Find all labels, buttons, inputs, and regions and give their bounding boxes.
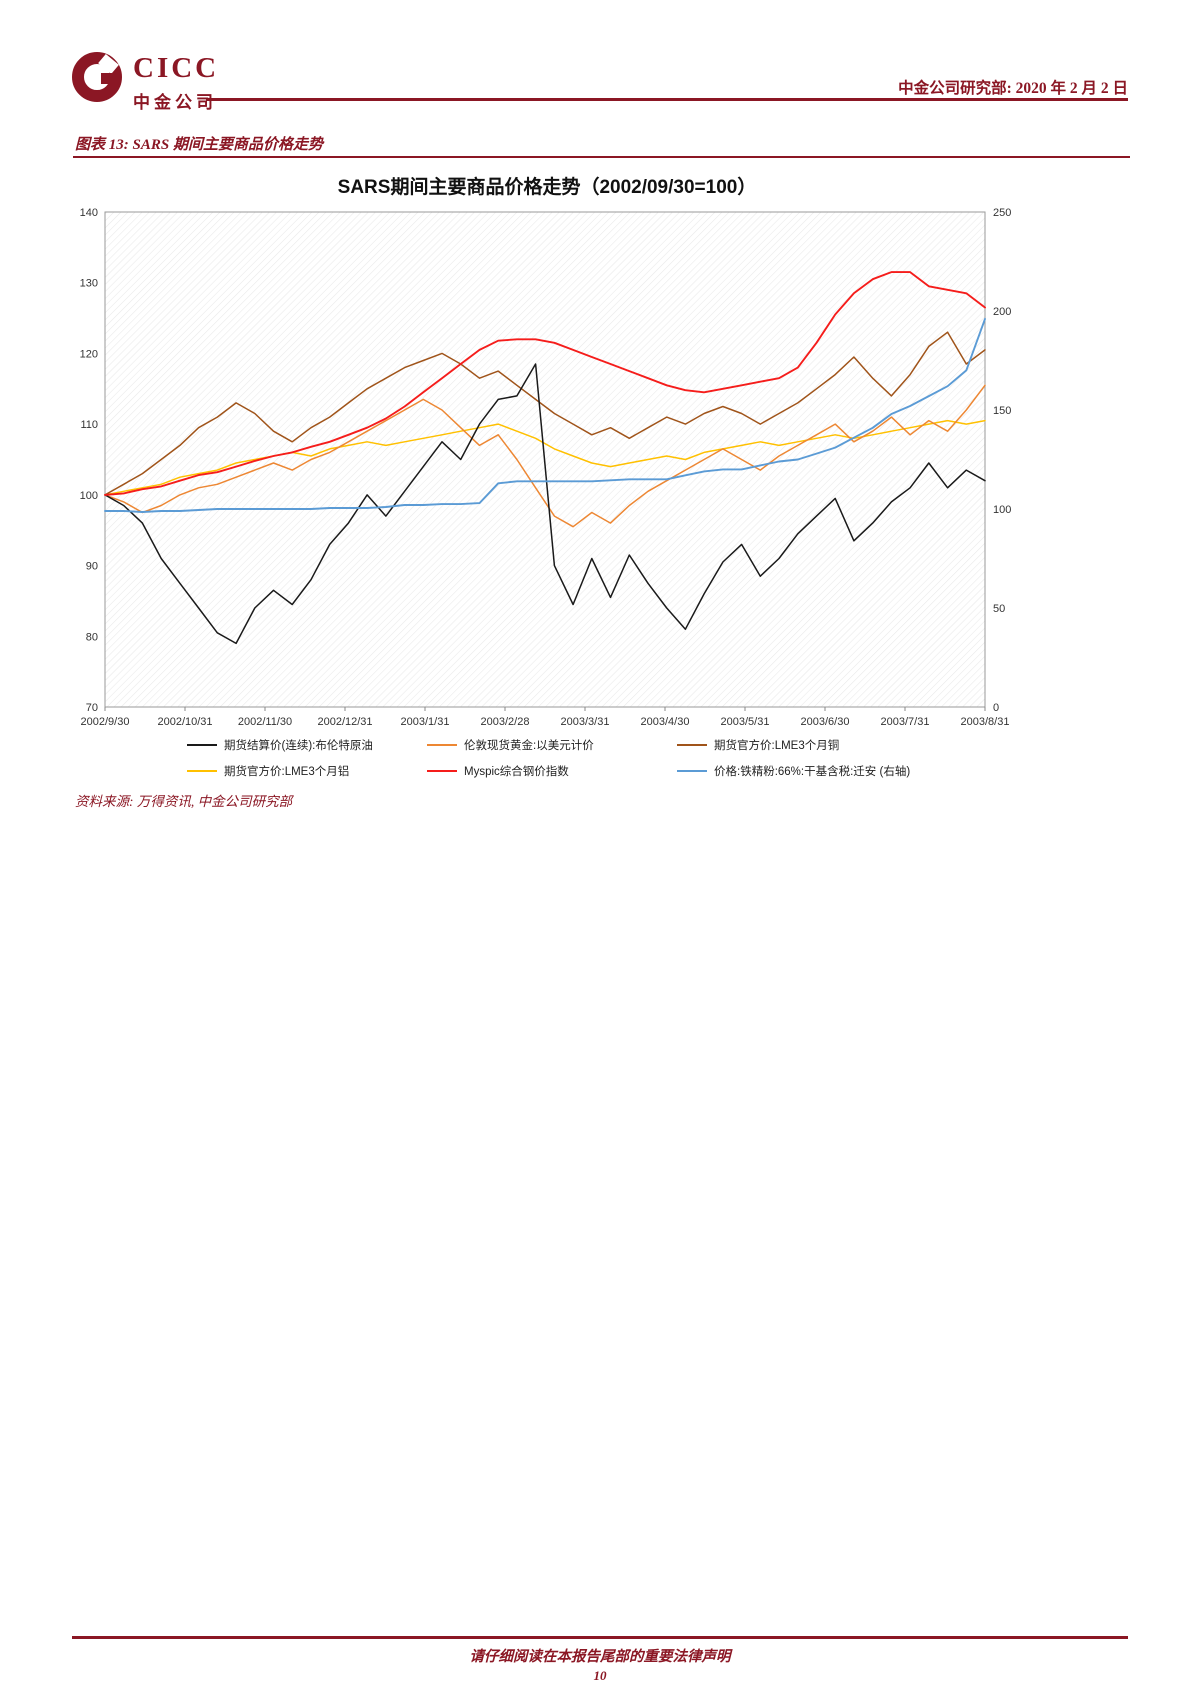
logo-chinese-text: 中金公司 [133, 93, 217, 112]
cicc-logo-icon [72, 52, 122, 102]
x-tick-label: 2003/8/31 [961, 716, 1010, 728]
x-tick-label: 2002/11/30 [238, 716, 292, 728]
legend-item: 期货官方价:LME3个月铝 [187, 763, 427, 779]
x-tick-label: 2003/6/30 [801, 716, 850, 728]
chart-container: 70 80 90 100 110 120 130 140 0 50 100 150 200 250 2002… [67, 202, 1027, 736]
legend-label: 期货结算价(连续):布伦特原油 [224, 740, 373, 752]
legend-label: 期货官方价:LME3个月铜 [714, 740, 840, 752]
price-line-chart: 70 80 90 100 110 120 130 140 0 50 100 150 200 250 2002… [80, 207, 1012, 728]
series-line-0 [104, 363, 986, 645]
y-left-tick-label: 130 [80, 278, 98, 290]
legend-line-swatch [427, 743, 457, 747]
legend-label: 价格:铁精粉:66%:干基含税:迁安 (右轴) [714, 766, 911, 778]
chart-legend: 期货结算价(连续):布伦特原油 伦敦现货黄金:以美元计价 期货官方价:LME3个月铜… [187, 737, 927, 779]
figure-caption: 图表 13: SARS 期间主要商品价格走势 [75, 137, 323, 153]
chart-title: SARS期间主要商品价格走势（2002/09/30=100） [337, 177, 757, 198]
series-line-3 [104, 419, 986, 496]
legend-item: 价格:铁精粉:66%:干基含税:迁安 (右轴) [677, 763, 927, 779]
x-tick-label: 2003/5/31 [721, 716, 770, 728]
cicc-logo: CICC 中金公司 [72, 52, 219, 113]
header-divider [206, 98, 1128, 101]
y-left-tick-label: 110 [80, 419, 98, 431]
y-right-tick-label: 0 [993, 702, 999, 714]
x-tick-label: 2002/9/30 [81, 716, 130, 728]
y-right-tick-label: 100 [993, 504, 1011, 516]
x-tick-label: 2002/12/31 [317, 716, 372, 728]
series-line-5 [104, 317, 986, 513]
legend-item: 期货官方价:LME3个月铜 [677, 737, 927, 753]
legend-item: 期货结算价(连续):布伦特原油 [187, 737, 427, 753]
x-tick-label: 2003/2/28 [481, 716, 530, 728]
series-line-2 [104, 331, 986, 496]
logo-gap [98, 53, 119, 75]
series-line-4 [104, 271, 986, 496]
footer-divider [72, 1636, 1128, 1639]
legend-label: 期货官方价:LME3个月铝 [224, 766, 350, 778]
legend-item: 伦敦现货黄金:以美元计价 [427, 737, 677, 753]
legend-line-swatch [187, 743, 217, 747]
y-left-tick-label: 120 [80, 348, 98, 360]
source-note: 资料来源: 万得资讯, 中金公司研究部 [75, 794, 293, 809]
legend-item: Myspic综合钢价指数 [427, 763, 677, 779]
x-tick-label: 2003/4/30 [641, 716, 690, 728]
legend-line-swatch [677, 743, 707, 747]
legend-line-swatch [677, 769, 707, 773]
legend-line-swatch [427, 769, 457, 773]
y-left-tick-label: 100 [80, 490, 98, 502]
logo-tail [101, 73, 112, 84]
y-right-tick-label: 50 [993, 603, 1005, 615]
y-left-tick-label: 140 [80, 207, 98, 219]
y-left-tick-label: 90 [86, 561, 98, 573]
x-tick-label: 2002/10/31 [157, 716, 212, 728]
y-right-tick-label: 150 [993, 405, 1011, 417]
y-right-tick-label: 200 [993, 306, 1011, 318]
legend-label: 伦敦现货黄金:以美元计价 [464, 740, 594, 752]
legend-label: Myspic综合钢价指数 [464, 766, 569, 778]
x-tick-label: 2003/1/31 [401, 716, 450, 728]
page-number: 10 [593, 1668, 607, 1683]
y-right-tick-label: 250 [993, 207, 1011, 219]
x-tick-label: 2003/7/31 [881, 716, 930, 728]
legal-disclaimer: 请仔细阅读在本报告尾部的重要法律声明 [469, 1649, 731, 1665]
y-left-tick-label: 70 [86, 702, 98, 714]
legend-line-swatch [187, 769, 217, 773]
logo-cicc-text: CICC [133, 52, 220, 84]
y-left-tick-label: 80 [86, 631, 98, 643]
logo-text-block: CICC 中金公司 [133, 52, 219, 113]
header-department-date: 中金公司研究部: 2020 年 2 月 2 日 [898, 80, 1128, 97]
x-tick-label: 2003/3/31 [561, 716, 610, 728]
caption-divider [73, 156, 1130, 158]
series-line-1 [104, 384, 986, 528]
